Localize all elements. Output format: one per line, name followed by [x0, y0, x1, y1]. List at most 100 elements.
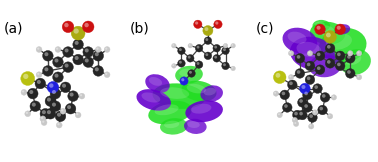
- Ellipse shape: [149, 77, 162, 86]
- Ellipse shape: [309, 54, 341, 77]
- Circle shape: [231, 43, 235, 48]
- Circle shape: [222, 62, 229, 70]
- Circle shape: [293, 118, 295, 120]
- Circle shape: [231, 66, 235, 71]
- Circle shape: [304, 104, 308, 108]
- Circle shape: [303, 103, 312, 112]
- Circle shape: [93, 66, 104, 76]
- Circle shape: [195, 61, 203, 68]
- Circle shape: [29, 90, 33, 94]
- Circle shape: [53, 57, 63, 67]
- Circle shape: [301, 85, 305, 89]
- Circle shape: [276, 73, 280, 78]
- Circle shape: [44, 67, 48, 71]
- Circle shape: [315, 24, 325, 35]
- Circle shape: [52, 90, 56, 94]
- Circle shape: [23, 74, 28, 79]
- Circle shape: [57, 113, 61, 117]
- Circle shape: [308, 52, 310, 53]
- Circle shape: [95, 47, 101, 52]
- Circle shape: [43, 66, 53, 76]
- Circle shape: [62, 84, 66, 88]
- Circle shape: [322, 94, 325, 98]
- Circle shape: [345, 53, 355, 63]
- Circle shape: [37, 80, 41, 84]
- Circle shape: [195, 44, 203, 52]
- Circle shape: [83, 47, 93, 57]
- Circle shape: [282, 92, 285, 95]
- Ellipse shape: [191, 104, 211, 114]
- Circle shape: [35, 78, 46, 89]
- Circle shape: [71, 26, 85, 40]
- Circle shape: [42, 110, 46, 114]
- Circle shape: [36, 47, 42, 52]
- Ellipse shape: [335, 24, 350, 35]
- Circle shape: [327, 60, 331, 64]
- Circle shape: [83, 57, 93, 67]
- Ellipse shape: [204, 88, 216, 95]
- Circle shape: [313, 111, 315, 113]
- Circle shape: [65, 103, 76, 114]
- Circle shape: [42, 121, 44, 123]
- Circle shape: [37, 73, 39, 75]
- Circle shape: [68, 91, 78, 101]
- Ellipse shape: [181, 81, 217, 101]
- Circle shape: [63, 62, 73, 72]
- Circle shape: [172, 64, 174, 66]
- Circle shape: [188, 43, 192, 48]
- Circle shape: [84, 23, 89, 27]
- Circle shape: [315, 51, 325, 61]
- Circle shape: [307, 63, 310, 66]
- Circle shape: [204, 37, 212, 44]
- Circle shape: [41, 120, 47, 126]
- Circle shape: [349, 52, 350, 53]
- Circle shape: [297, 110, 307, 120]
- Circle shape: [224, 44, 226, 46]
- Circle shape: [204, 52, 212, 60]
- Circle shape: [232, 67, 233, 69]
- Circle shape: [214, 56, 217, 59]
- Circle shape: [297, 98, 307, 107]
- Circle shape: [41, 117, 43, 119]
- Circle shape: [54, 74, 59, 78]
- Circle shape: [289, 75, 291, 77]
- Ellipse shape: [160, 118, 188, 135]
- Ellipse shape: [187, 121, 200, 128]
- Circle shape: [299, 112, 303, 115]
- Circle shape: [213, 44, 220, 52]
- Circle shape: [70, 93, 74, 97]
- Circle shape: [67, 105, 71, 109]
- Circle shape: [223, 63, 226, 66]
- Circle shape: [335, 24, 345, 35]
- Circle shape: [186, 55, 194, 62]
- Ellipse shape: [282, 28, 317, 54]
- Circle shape: [312, 110, 318, 115]
- Circle shape: [25, 111, 31, 117]
- Circle shape: [324, 31, 336, 43]
- Circle shape: [293, 121, 299, 127]
- Circle shape: [172, 44, 174, 46]
- Circle shape: [223, 48, 226, 51]
- Circle shape: [73, 39, 84, 50]
- Circle shape: [105, 47, 107, 50]
- Text: (a): (a): [4, 22, 23, 36]
- Circle shape: [22, 90, 24, 93]
- Circle shape: [178, 60, 185, 67]
- Circle shape: [95, 67, 99, 71]
- Circle shape: [335, 61, 345, 71]
- Ellipse shape: [313, 58, 332, 68]
- Circle shape: [56, 47, 58, 50]
- Ellipse shape: [164, 121, 179, 128]
- Circle shape: [172, 64, 176, 68]
- Circle shape: [179, 61, 182, 64]
- Ellipse shape: [338, 26, 345, 30]
- Circle shape: [214, 20, 222, 29]
- Circle shape: [347, 70, 351, 74]
- Circle shape: [44, 52, 48, 56]
- Circle shape: [62, 21, 74, 33]
- Ellipse shape: [290, 37, 335, 70]
- Text: (b): (b): [130, 22, 150, 36]
- Circle shape: [197, 62, 200, 65]
- Circle shape: [74, 28, 79, 34]
- Circle shape: [30, 101, 40, 111]
